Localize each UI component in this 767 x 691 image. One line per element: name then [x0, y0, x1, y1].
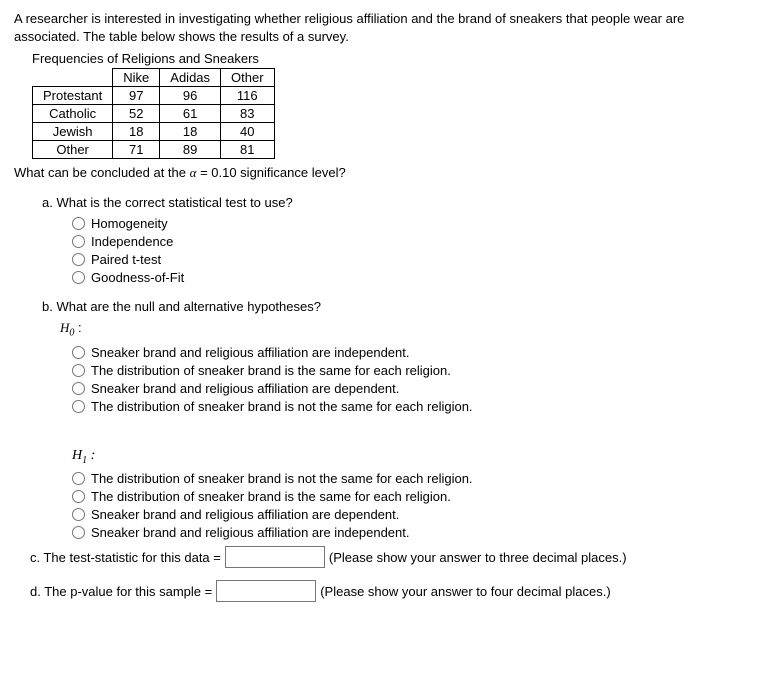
cell: 18	[113, 123, 160, 141]
qd-pre: d. The p-value for this sample =	[30, 584, 212, 599]
h1-option-label: Sneaker brand and religious affiliation …	[91, 507, 399, 522]
alpha-question: What can be concluded at the α = 0.10 si…	[14, 165, 753, 181]
qa-option[interactable]: Independence	[72, 234, 753, 249]
qa-option-label: Paired t-test	[91, 252, 161, 267]
alpha-pre: What can be concluded at the	[14, 165, 190, 180]
row-label: Jewish	[33, 123, 113, 141]
h0-option[interactable]: Sneaker brand and religious affiliation …	[72, 345, 753, 360]
question-c: c. The test-statistic for this data = (P…	[30, 546, 753, 568]
cell: 61	[160, 105, 221, 123]
cell: 83	[221, 105, 275, 123]
qc-post: (Please show your answer to three decima…	[329, 550, 627, 565]
h1-option[interactable]: Sneaker brand and religious affiliation …	[72, 507, 753, 522]
h1-radio[interactable]	[72, 508, 85, 521]
qa-option-label: Homogeneity	[91, 216, 168, 231]
h0-label: H0 :	[60, 320, 753, 339]
table-title: Frequencies of Religions and Sneakers	[32, 51, 753, 66]
table-row: Protestant 97 96 116	[33, 87, 275, 105]
h1-option-label: The distribution of sneaker brand is not…	[91, 471, 473, 486]
qa-option[interactable]: Paired t-test	[72, 252, 753, 267]
table-corner	[33, 69, 113, 87]
cell: 89	[160, 141, 221, 159]
h1-option-label: Sneaker brand and religious affiliation …	[91, 525, 410, 540]
frequency-table: Nike Adidas Other Protestant 97 96 116 C…	[32, 68, 275, 159]
cell: 40	[221, 123, 275, 141]
col-header: Adidas	[160, 69, 221, 87]
test-statistic-input[interactable]	[225, 546, 325, 568]
qc-pre: c. The test-statistic for this data =	[30, 550, 221, 565]
cell: 52	[113, 105, 160, 123]
h0-option-label: The distribution of sneaker brand is the…	[91, 363, 451, 378]
h0-option-label: The distribution of sneaker brand is not…	[91, 399, 473, 414]
h1-radio[interactable]	[72, 472, 85, 485]
cell: 18	[160, 123, 221, 141]
question-a: a. What is the correct statistical test …	[42, 195, 753, 285]
qa-radio[interactable]	[72, 271, 85, 284]
h1-option-label: The distribution of sneaker brand is the…	[91, 489, 451, 504]
qa-option-label: Goodness-of-Fit	[91, 270, 184, 285]
h0-radio[interactable]	[72, 400, 85, 413]
p-value-input[interactable]	[216, 580, 316, 602]
cell: 71	[113, 141, 160, 159]
cell: 96	[160, 87, 221, 105]
question-d: d. The p-value for this sample = (Please…	[30, 580, 753, 602]
qa-radio[interactable]	[72, 235, 85, 248]
row-label: Catholic	[33, 105, 113, 123]
h1-option[interactable]: The distribution of sneaker brand is not…	[72, 471, 753, 486]
table-row: Jewish 18 18 40	[33, 123, 275, 141]
alpha-post: = 0.10 significance level?	[196, 165, 345, 180]
h1-label: H1 :	[72, 448, 753, 466]
h0-option[interactable]: Sneaker brand and religious affiliation …	[72, 381, 753, 396]
question-b: b. What are the null and alternative hyp…	[42, 299, 753, 602]
intro-text: A researcher is interested in investigat…	[14, 10, 753, 45]
row-label: Protestant	[33, 87, 113, 105]
h1-radio[interactable]	[72, 490, 85, 503]
h0-sym: H	[60, 320, 69, 335]
qa-option-label: Independence	[91, 234, 173, 249]
h0-radio[interactable]	[72, 346, 85, 359]
cell: 97	[113, 87, 160, 105]
h1-sym: H	[72, 448, 82, 463]
col-header: Other	[221, 69, 275, 87]
table-row: Catholic 52 61 83	[33, 105, 275, 123]
h0-option[interactable]: The distribution of sneaker brand is the…	[72, 363, 753, 378]
h0-option-label: Sneaker brand and religious affiliation …	[91, 345, 410, 360]
h1-radio[interactable]	[72, 526, 85, 539]
h0-radio[interactable]	[72, 382, 85, 395]
h0-option[interactable]: The distribution of sneaker brand is not…	[72, 399, 753, 414]
qa-option[interactable]: Homogeneity	[72, 216, 753, 231]
qd-post: (Please show your answer to four decimal…	[320, 584, 610, 599]
cell: 81	[221, 141, 275, 159]
h0-colon: :	[74, 320, 81, 335]
qb-prompt: b. What are the null and alternative hyp…	[42, 299, 753, 314]
row-label: Other	[33, 141, 113, 159]
h1-colon: :	[87, 448, 95, 463]
h1-option[interactable]: The distribution of sneaker brand is the…	[72, 489, 753, 504]
col-header: Nike	[113, 69, 160, 87]
qa-radio[interactable]	[72, 217, 85, 230]
h1-option[interactable]: Sneaker brand and religious affiliation …	[72, 525, 753, 540]
table-row: Other 71 89 81	[33, 141, 275, 159]
h0-radio[interactable]	[72, 364, 85, 377]
qa-prompt: a. What is the correct statistical test …	[42, 195, 753, 210]
qa-option[interactable]: Goodness-of-Fit	[72, 270, 753, 285]
qa-radio[interactable]	[72, 253, 85, 266]
cell: 116	[221, 87, 275, 105]
h0-option-label: Sneaker brand and religious affiliation …	[91, 381, 399, 396]
